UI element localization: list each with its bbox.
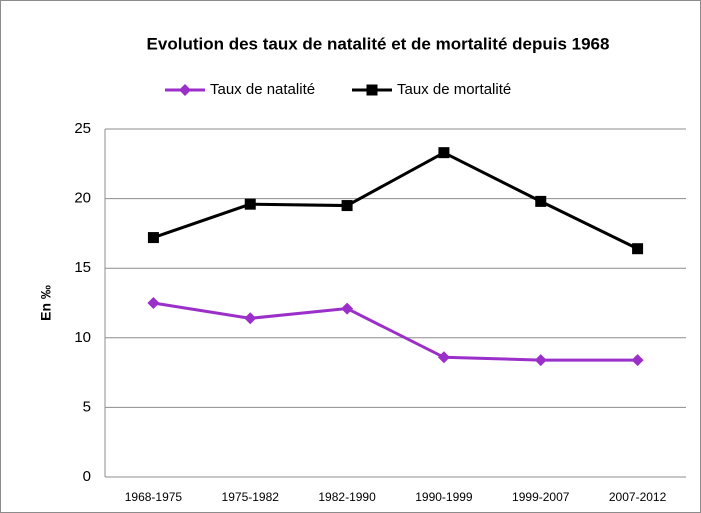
x-tick-label: 1968-1975: [125, 490, 183, 504]
data-point: [244, 198, 256, 210]
data-point: [244, 312, 257, 325]
x-tick-label: 1990-1999: [415, 490, 473, 504]
series-line: [152, 150, 639, 251]
y-tick-label: 15: [74, 259, 91, 276]
y-tick-label: 0: [83, 468, 91, 485]
data-point: [341, 302, 354, 315]
legend-marker: [366, 84, 378, 96]
data-point: [631, 354, 644, 367]
x-tick-label: 1975-1982: [222, 490, 280, 504]
data-point: [534, 354, 547, 367]
series-line: [153, 301, 638, 362]
y-tick-label: 25: [74, 120, 91, 137]
data-point: [147, 297, 160, 309]
y-tick-label: 10: [74, 329, 91, 346]
data-point: [437, 351, 450, 364]
x-tick-label: 2007-2012: [609, 490, 667, 504]
data-point: [341, 200, 353, 212]
data-point: [535, 195, 547, 207]
data-point: [632, 243, 644, 255]
y-tick-label: 5: [83, 398, 91, 415]
x-tick-label: 1982-1990: [318, 490, 376, 504]
chart-title: Evolution des taux de natalité et de mor…: [147, 34, 610, 53]
y-tick-label: 20: [74, 190, 91, 207]
legend-label: Taux de mortalité: [397, 81, 511, 98]
data-point: [438, 147, 450, 159]
legend-label: Taux de natalité: [210, 81, 315, 98]
legend-marker: [179, 84, 191, 96]
data-point: [147, 232, 159, 244]
x-tick-label: 1999-2007: [512, 490, 570, 504]
y-axis-label: En ‰: [38, 285, 54, 321]
